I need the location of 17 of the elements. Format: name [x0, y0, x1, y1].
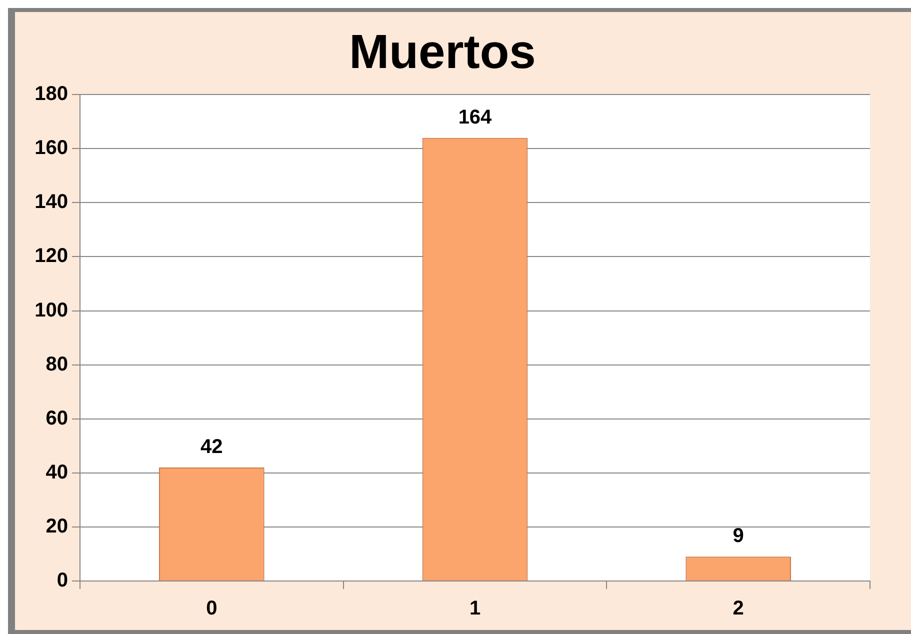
- chart-title: Muertos: [349, 26, 536, 80]
- data-label: 164: [458, 106, 493, 128]
- y-tick-label: 120: [34, 245, 68, 268]
- y-tick-label: 80: [46, 353, 68, 376]
- y-tick-label: 160: [34, 137, 68, 160]
- x-tick-label: 2: [732, 598, 744, 620]
- x-tick-label: 0: [206, 598, 218, 620]
- y-tick-label: 40: [46, 461, 68, 484]
- y-tick-label: 20: [46, 515, 68, 538]
- data-label: 9: [732, 525, 744, 548]
- x-tick-label: 1: [469, 598, 481, 620]
- y-tick-label: 60: [46, 407, 68, 430]
- y-tick-label: 140: [34, 191, 68, 214]
- data-label: 42: [200, 436, 223, 458]
- y-tick-label: 100: [34, 299, 68, 322]
- y-tick-label: 180: [34, 83, 68, 106]
- y-tick-label: 0: [56, 570, 68, 592]
